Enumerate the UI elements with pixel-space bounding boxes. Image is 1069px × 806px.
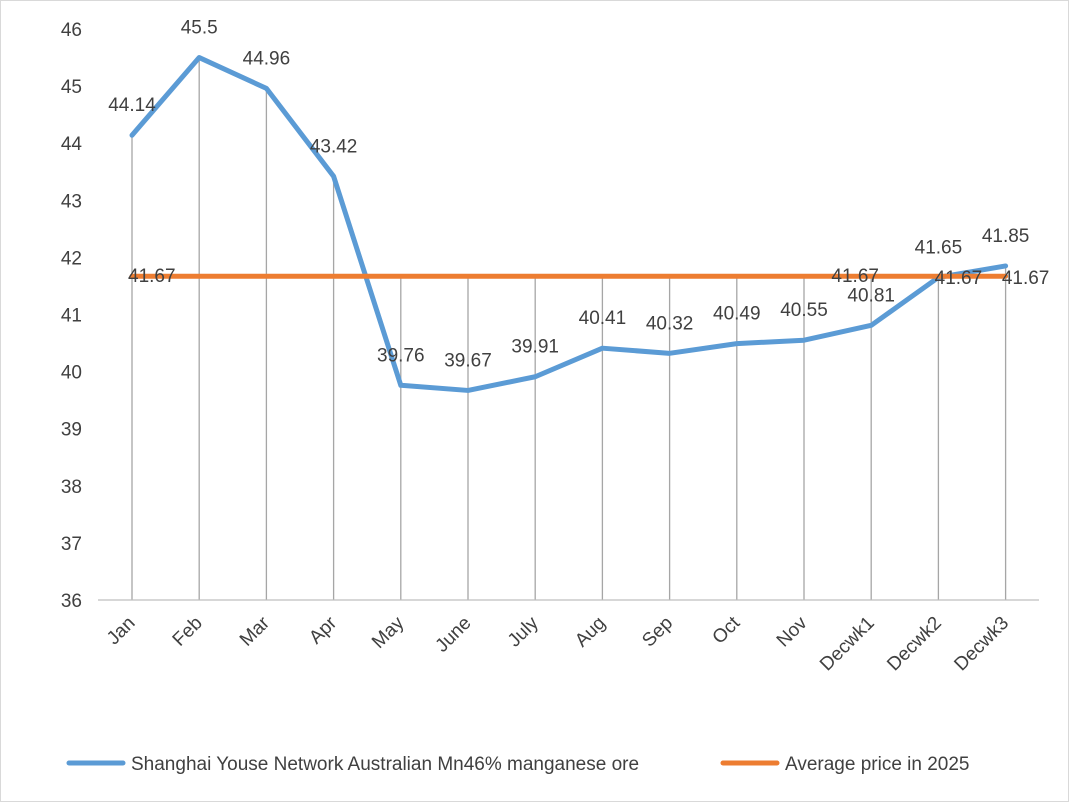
x-tick-label: Apr bbox=[305, 612, 341, 648]
data-label: 41.67 bbox=[1002, 268, 1050, 289]
y-tick-label: 36 bbox=[61, 591, 82, 612]
x-tick-label: Jan bbox=[103, 613, 140, 650]
data-label: 39.91 bbox=[511, 337, 559, 358]
data-label: 39.76 bbox=[377, 345, 425, 366]
data-label: 40.49 bbox=[713, 304, 761, 325]
x-tick-label: Feb bbox=[169, 613, 207, 651]
x-tick-label: Decwk3 bbox=[951, 613, 1014, 676]
x-tick-label: Decwk1 bbox=[816, 613, 879, 676]
y-tick-label: 40 bbox=[61, 363, 82, 384]
x-tick-label: Oct bbox=[709, 612, 745, 648]
data-label: 41.65 bbox=[915, 237, 963, 258]
legend-label: Shanghai Youse Network Australian Mn46% … bbox=[131, 754, 639, 775]
y-tick-label: 38 bbox=[61, 477, 82, 498]
y-tick-label: 43 bbox=[61, 191, 82, 212]
x-tick-label: Nov bbox=[773, 612, 812, 651]
data-label: 40.32 bbox=[646, 313, 694, 334]
x-tick-label: Aug bbox=[571, 613, 610, 652]
data-label: 45.5 bbox=[181, 18, 218, 39]
data-label: 40.81 bbox=[847, 285, 895, 306]
x-tick-label: July bbox=[504, 612, 543, 651]
x-tick-label: Decwk2 bbox=[883, 613, 946, 676]
x-tick-label: June bbox=[432, 613, 476, 657]
legend: Shanghai Youse Network Australian Mn46% … bbox=[66, 754, 970, 775]
y-tick-label: 46 bbox=[61, 20, 82, 41]
data-label: 41.67 bbox=[831, 266, 879, 287]
y-tick-label: 37 bbox=[61, 534, 82, 555]
data-label: 44.14 bbox=[108, 95, 156, 116]
data-label: 39.67 bbox=[444, 350, 492, 371]
y-tick-label: 39 bbox=[61, 420, 82, 441]
y-tick-label: 45 bbox=[61, 77, 82, 98]
x-tick-label: Mar bbox=[236, 612, 274, 650]
y-tick-label: 41 bbox=[61, 306, 82, 327]
data-label: 40.41 bbox=[579, 308, 627, 329]
data-label: 41.85 bbox=[982, 226, 1030, 247]
data-label: 43.42 bbox=[310, 136, 358, 157]
y-tick-label: 42 bbox=[61, 248, 82, 269]
series bbox=[129, 55, 1009, 393]
data-label: 44.96 bbox=[243, 48, 291, 69]
data-label: 41.67 bbox=[128, 266, 176, 287]
data-label: 41.67 bbox=[935, 268, 983, 289]
x-tick-label: May bbox=[368, 612, 409, 653]
series-line-manganese-ore bbox=[129, 55, 1009, 393]
x-tick-label: Sep bbox=[638, 613, 677, 652]
data-labels: 44.14 45.5 44.96 43.42 39.76 39.67 39.91 40.41 4… bbox=[108, 18, 1049, 372]
y-tick-label: 44 bbox=[61, 134, 83, 155]
data-label: 40.55 bbox=[780, 300, 828, 321]
gridlines bbox=[131, 57, 1007, 600]
legend-label: Average price in 2025 bbox=[785, 754, 970, 775]
